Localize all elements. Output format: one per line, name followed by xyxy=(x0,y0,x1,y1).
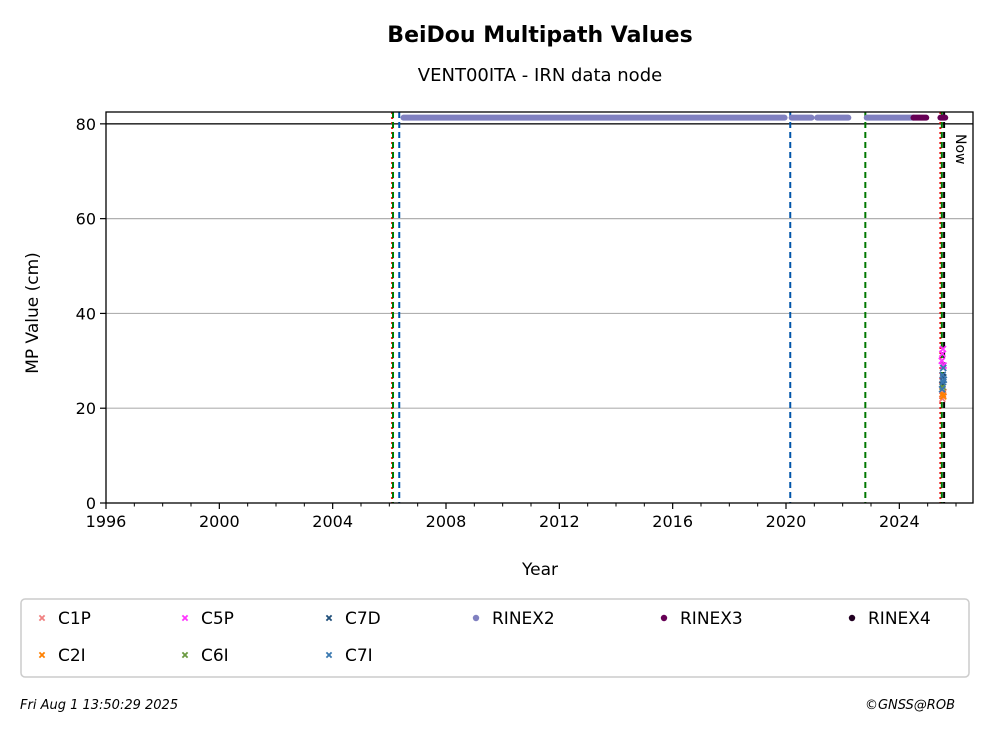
marker-stroke xyxy=(939,361,948,370)
y-tick-label: 80 xyxy=(76,115,96,134)
x-tick-label: 2012 xyxy=(539,512,580,531)
y-tick-label: 60 xyxy=(76,210,96,229)
legend-marker xyxy=(660,614,668,622)
data-point xyxy=(939,392,947,401)
marker-stroke xyxy=(38,614,46,622)
plot-frame xyxy=(105,111,974,504)
marker-stroke xyxy=(181,614,189,622)
legend-marker xyxy=(325,651,333,659)
marker-stroke xyxy=(325,614,333,622)
marker-stroke xyxy=(325,651,333,659)
footer-timestamp: Fri Aug 1 13:50:29 2025 xyxy=(20,698,178,713)
legend-marker xyxy=(325,614,333,622)
x-axis-label: Year xyxy=(521,560,558,580)
legend-label: C5P xyxy=(201,609,234,629)
data-point xyxy=(939,364,947,372)
legend-label: C7D xyxy=(345,609,381,629)
legend-marker xyxy=(38,651,46,659)
marker-stroke xyxy=(939,345,947,353)
x-tick-label: 2016 xyxy=(652,512,693,531)
data-point xyxy=(939,378,947,386)
x-tick-label: 2020 xyxy=(766,512,807,531)
legend-label: RINEX4 xyxy=(868,609,931,629)
x-tick-label: 2024 xyxy=(879,512,920,531)
legend-marker xyxy=(181,651,189,659)
marker-stroke xyxy=(938,385,946,393)
x-tick-label: 2000 xyxy=(199,512,240,531)
y-tick-label: 20 xyxy=(76,399,96,418)
y-tick-label: 0 xyxy=(86,494,96,513)
legend-label: C7I xyxy=(345,646,373,666)
plot-area: 0 20 40 60 80 1996 2000 2004 2008 2012 2016 2020 202… xyxy=(76,111,974,531)
data-point xyxy=(939,345,947,353)
legend-marker xyxy=(472,614,480,622)
marker-stroke xyxy=(939,378,947,386)
chart-title: BeiDou Multipath Values xyxy=(387,23,692,48)
marker-stroke xyxy=(938,350,947,358)
legend-marker xyxy=(38,614,46,622)
footer-credit: ©GNSS@ROB xyxy=(865,698,955,713)
marker-stroke xyxy=(38,651,46,659)
data-point xyxy=(938,357,946,365)
marker-stroke xyxy=(938,357,946,365)
x-tick-label: 2008 xyxy=(426,512,467,531)
chart-subtitle: VENT00ITA - IRN data node xyxy=(418,65,662,86)
legend-label: C1P xyxy=(58,609,91,629)
legend: C1P C5P C7D RINEX2 RINEX3 RINEX4 C2I C6I C7I xyxy=(20,598,970,678)
legend-label: C6I xyxy=(201,646,229,666)
now-label: Now xyxy=(952,134,968,165)
y-axis-label: MP Value (cm) xyxy=(23,252,43,374)
data-point xyxy=(938,385,946,393)
legend-marker xyxy=(848,614,856,622)
legend-label: C2I xyxy=(58,646,86,666)
data-point xyxy=(939,361,948,370)
legend-marker xyxy=(181,614,189,622)
x-tick-label: 2004 xyxy=(312,512,353,531)
legend-label: RINEX3 xyxy=(680,609,743,629)
marker-stroke xyxy=(181,651,189,659)
legend-label: RINEX2 xyxy=(492,609,555,629)
marker-stroke xyxy=(939,364,947,372)
y-tick-label: 40 xyxy=(76,304,96,323)
marker-stroke xyxy=(939,392,947,401)
legend-box xyxy=(20,598,970,678)
x-tick-label: 1996 xyxy=(86,512,127,531)
